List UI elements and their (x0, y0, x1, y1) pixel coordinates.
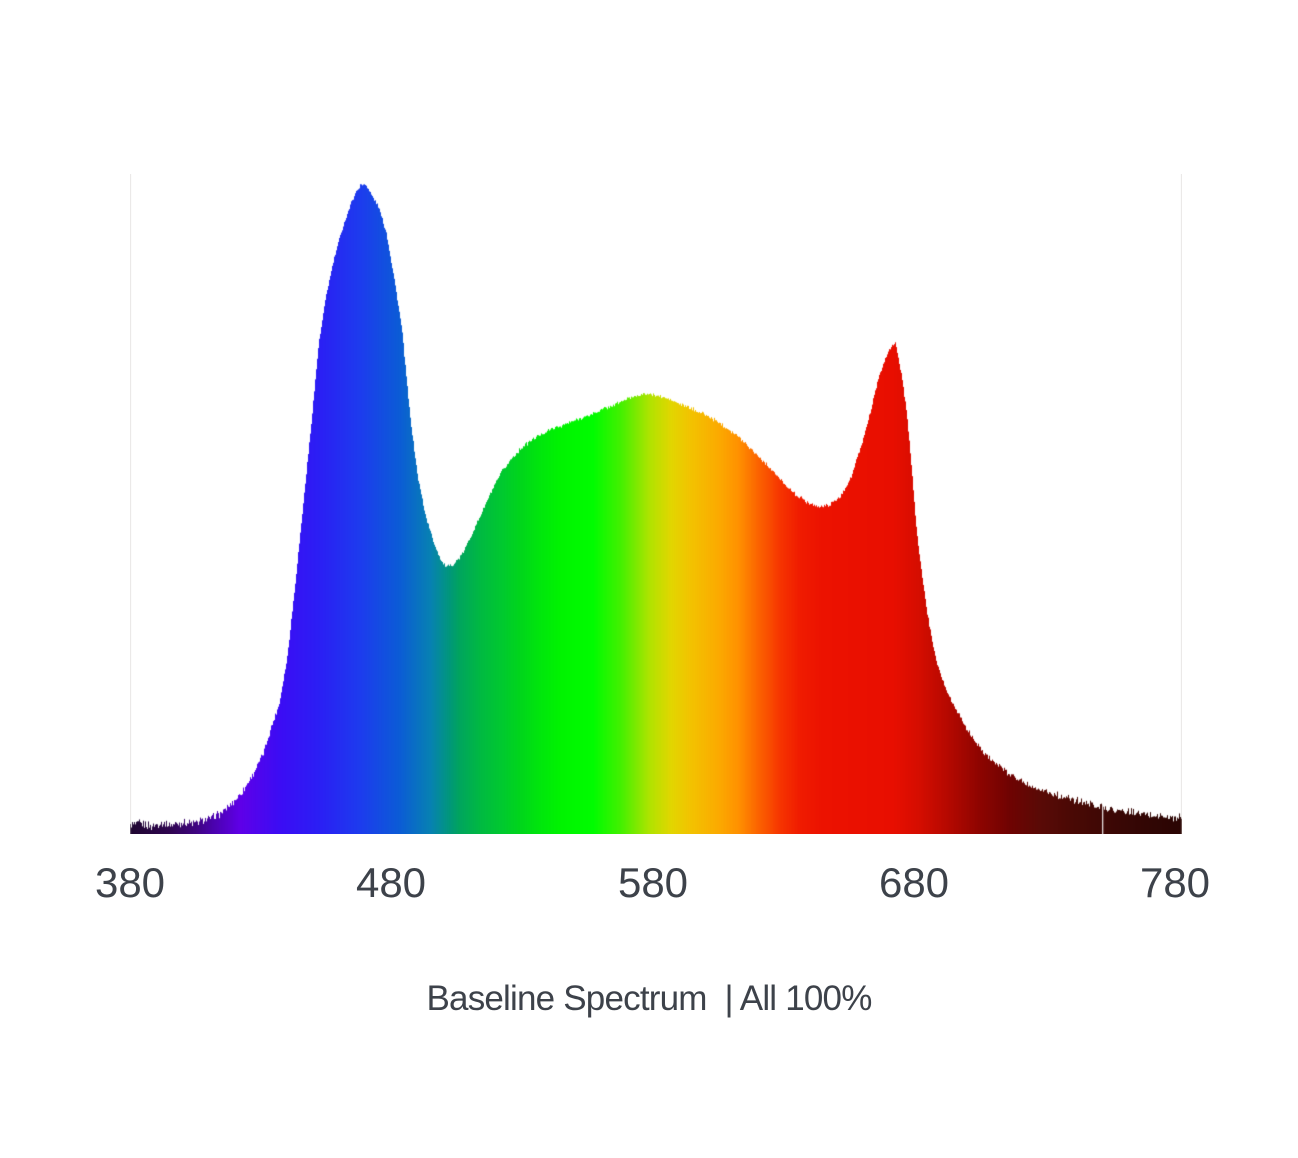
x-tick-780: 780 (1139, 859, 1211, 906)
x-tick-380: 380 (94, 859, 166, 906)
x-tick-580: 580 (617, 859, 689, 906)
x-tick-680: 680 (878, 859, 950, 906)
x-axis: 380 480 580 680 780 (0, 862, 1298, 912)
x-tick-480: 480 (355, 859, 427, 906)
spectrum-area-canvas (130, 174, 1182, 834)
chart-caption: Baseline Spectrum | All 100% (426, 979, 872, 1018)
